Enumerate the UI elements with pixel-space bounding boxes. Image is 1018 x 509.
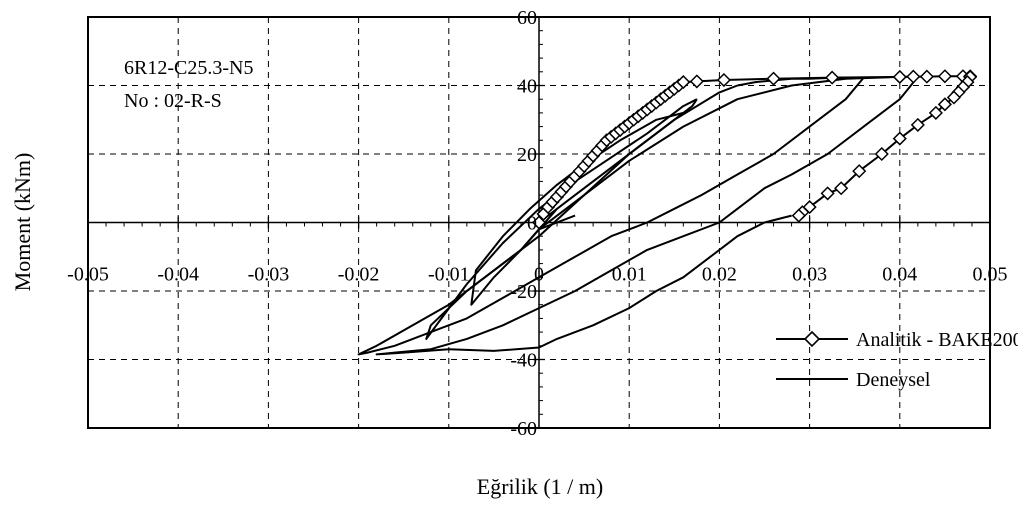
x-tick-label: 0.02	[702, 264, 737, 286]
deneysel-segment	[470, 98, 698, 306]
x-tick-label: -0.04	[157, 264, 199, 286]
x-tick-label: 0.01	[612, 264, 647, 286]
x-tick-label: -0.03	[248, 264, 290, 286]
x-axis-title: Eğrilik (1 / m)	[477, 474, 603, 499]
analitik-point	[791, 208, 806, 223]
analitik-point	[937, 69, 952, 84]
x-tick-label: 0.04	[882, 264, 917, 286]
y-tick-label: -40	[510, 350, 537, 372]
analitik-point	[820, 186, 835, 201]
y-tick-label: 0	[527, 213, 537, 235]
analitik-point	[928, 105, 943, 120]
deneysel-segment	[375, 75, 919, 356]
y-tick-label: -60	[510, 418, 537, 440]
analitik-point	[919, 69, 934, 84]
annotation-number: No : 02-R-S	[124, 90, 222, 112]
analitik-point	[834, 181, 849, 196]
annotation-specimen: 6R12-C25.3-N5	[124, 57, 253, 79]
analitik-point	[689, 74, 704, 89]
x-tick-label: -0.05	[67, 264, 109, 286]
analitik-point	[531, 215, 547, 230]
x-tick-label: 0.05	[973, 264, 1008, 286]
y-tick-label: -20	[510, 281, 537, 303]
x-tick-label: 0.03	[792, 264, 827, 286]
analitik-point	[892, 131, 907, 146]
x-tick-label: -0.02	[338, 264, 380, 286]
analitik-point	[892, 69, 907, 84]
analitik-point	[946, 90, 961, 105]
analitik-point	[906, 69, 921, 84]
y-axis-title: Moment (kNm)	[10, 153, 35, 292]
analitik-point	[716, 72, 731, 88]
x-tick-label: 0	[534, 264, 544, 286]
analitik-point	[910, 117, 925, 132]
y-tick-label: 20	[517, 144, 537, 166]
analitik-point	[852, 164, 867, 179]
legend-label-deneysel: Deneysel	[856, 369, 931, 391]
analitik-point	[766, 71, 781, 86]
analitik-point	[937, 97, 952, 112]
y-tick-label: 40	[517, 76, 537, 98]
legend-label-analitik: Analitik - BAKE2002	[856, 329, 1018, 351]
legend-marker-analitik	[803, 330, 821, 348]
legend: Analitik - BAKE2002 Deneysel	[776, 329, 1018, 391]
x-tick-label: -0.01	[428, 264, 470, 286]
series-layer	[357, 69, 978, 356]
y-tick-label: 60	[517, 7, 537, 29]
analitik-point	[874, 146, 889, 162]
analitik-point	[676, 75, 691, 90]
deneysel-segment	[448, 214, 792, 352]
label-layer: -0.05 -0.04 -0.03 -0.02 -0.01 0 0.01 0.02 0.03 0.…	[67, 7, 1007, 440]
analitik-point	[825, 70, 840, 85]
